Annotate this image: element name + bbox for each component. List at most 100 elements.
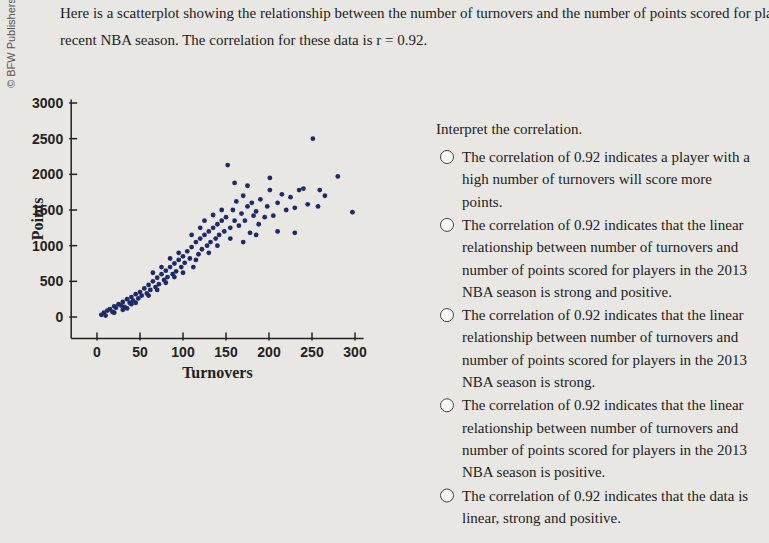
point <box>215 222 220 227</box>
point <box>316 204 321 209</box>
point <box>310 136 315 141</box>
point <box>267 188 272 193</box>
point <box>301 186 306 191</box>
x-axis <box>71 338 363 340</box>
x-tick-label: 300 <box>343 344 367 360</box>
point <box>234 199 239 204</box>
point <box>200 247 205 252</box>
y-tick <box>69 138 77 140</box>
point <box>194 258 199 263</box>
point <box>103 313 108 318</box>
point <box>208 240 213 245</box>
point <box>112 310 117 315</box>
point <box>323 193 328 198</box>
x-tick <box>182 332 184 340</box>
point <box>129 302 134 307</box>
point <box>275 229 280 234</box>
point <box>265 204 270 209</box>
radio-button[interactable] <box>441 399 454 412</box>
point <box>172 261 177 266</box>
option-text: The correlation of 0.92 indicates that t… <box>462 397 744 413</box>
y-tick-label: 500 <box>40 273 64 289</box>
y-tick-label: 0 <box>55 309 63 325</box>
x-tick <box>354 332 356 340</box>
point <box>191 265 196 270</box>
point <box>228 236 233 241</box>
point <box>224 215 229 220</box>
point <box>241 193 246 198</box>
point <box>217 233 222 238</box>
points <box>99 136 355 318</box>
point <box>267 176 272 181</box>
point <box>228 225 233 230</box>
point <box>256 222 261 227</box>
y-tick <box>69 281 77 283</box>
x-tick-label: 0 <box>93 344 101 360</box>
point <box>196 252 201 257</box>
option-text: The correlation of 0.92 indicates that t… <box>462 488 748 504</box>
x-tick <box>139 332 141 340</box>
point <box>120 307 125 312</box>
point <box>151 270 156 275</box>
point <box>185 249 190 254</box>
point <box>194 240 199 245</box>
point <box>174 269 179 274</box>
x-tick <box>268 332 270 340</box>
point <box>133 300 138 305</box>
option-text: relationship between number of turnovers… <box>462 239 739 255</box>
point <box>148 287 153 292</box>
point <box>239 211 244 216</box>
point <box>181 254 186 259</box>
point <box>317 188 322 193</box>
y-tick-label: 2500 <box>32 131 63 147</box>
option-text: linear, strong and positive. <box>462 510 621 526</box>
point <box>179 265 184 270</box>
point <box>280 192 285 197</box>
point <box>245 204 250 209</box>
radio-button[interactable] <box>441 309 454 322</box>
y-tick-label: 3000 <box>32 95 63 111</box>
point <box>181 270 186 275</box>
radio-button[interactable] <box>441 218 454 231</box>
x-tick-label: 100 <box>171 344 195 360</box>
option-text: relationship between number of turnovers… <box>462 420 739 436</box>
point <box>213 236 218 241</box>
point <box>202 218 207 223</box>
point <box>249 200 254 205</box>
point <box>172 275 177 280</box>
point <box>219 208 224 213</box>
axes: 0500100015002000250030000501001502002503… <box>32 95 367 360</box>
point <box>232 218 237 223</box>
point <box>151 279 156 284</box>
credit: © BFW Publishers <box>5 0 17 88</box>
radio-button[interactable] <box>441 151 454 164</box>
prompt: Interpret the correlation. <box>436 121 582 137</box>
point <box>142 286 147 291</box>
point <box>133 292 138 297</box>
point <box>237 223 242 228</box>
y-tick <box>69 174 77 176</box>
x-tick-label: 150 <box>214 344 238 360</box>
point <box>292 230 297 235</box>
point <box>206 229 211 234</box>
point <box>251 213 256 218</box>
x-tick-label: 200 <box>257 344 281 360</box>
y-tick <box>69 102 77 104</box>
radio-button[interactable] <box>441 489 454 502</box>
x-tick <box>225 332 227 340</box>
point <box>125 306 130 311</box>
point <box>288 195 293 200</box>
point <box>157 282 162 287</box>
point <box>159 265 164 270</box>
point <box>219 218 224 223</box>
point <box>163 280 168 285</box>
point <box>350 210 355 215</box>
point <box>245 183 250 188</box>
point <box>187 256 192 261</box>
point <box>297 188 302 193</box>
point <box>139 293 144 298</box>
point <box>284 208 289 213</box>
point <box>176 258 181 263</box>
option-text: NBA season is strong and positive. <box>462 284 672 300</box>
option-text: The correlation of 0.92 indicates that t… <box>462 217 744 233</box>
